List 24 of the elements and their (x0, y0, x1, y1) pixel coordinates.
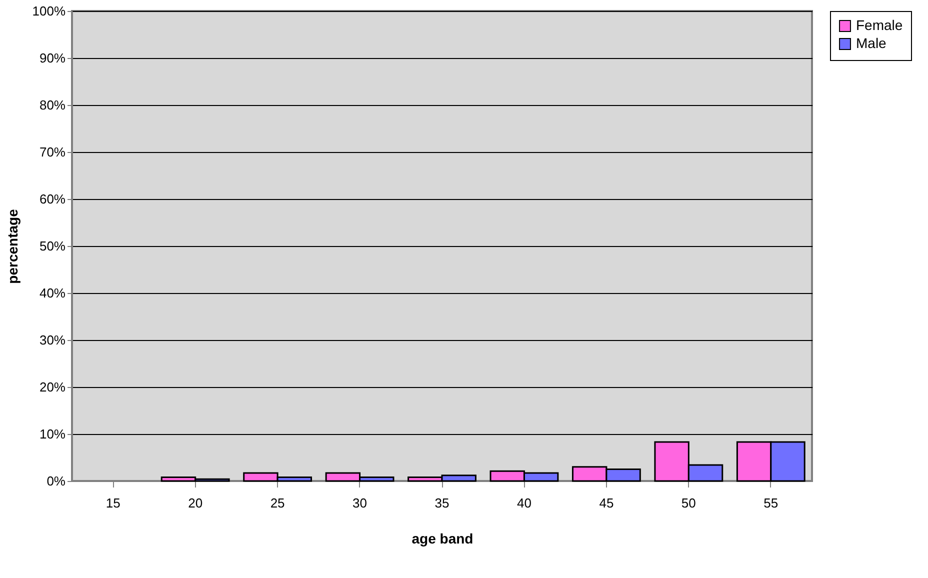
y-tick-label: 100% (32, 4, 66, 18)
y-tick-label: 60% (39, 192, 66, 206)
y-tick-label: 70% (39, 144, 66, 160)
y-tick-label: 90% (39, 50, 66, 66)
y-tick-label: 40% (39, 286, 66, 300)
legend-label: Male (856, 35, 887, 51)
x-tick-label: 55 (764, 496, 778, 510)
y-tick-label: 50% (39, 238, 66, 254)
y-tick-label: 10% (39, 426, 66, 442)
x-axis-title: age band (412, 530, 474, 546)
x-tick-label: 20 (188, 496, 203, 510)
y-tick-label: 30% (39, 332, 66, 348)
x-tick-label: 35 (434, 496, 450, 510)
y-tick-label: 20% (39, 380, 66, 394)
x-tick-label: 25 (270, 496, 285, 510)
x-tick-label: 40 (516, 496, 532, 510)
y-tick-label: 80% (39, 98, 66, 112)
legend-label: Female (856, 17, 903, 33)
y-tick-label: 0% (46, 474, 66, 488)
x-tick-label: 50 (681, 496, 696, 510)
x-tick-label: 30 (352, 496, 368, 510)
x-tick-label: 15 (106, 496, 120, 510)
x-tick-label: 45 (599, 496, 614, 510)
y-axis-title: percentage (4, 208, 20, 284)
